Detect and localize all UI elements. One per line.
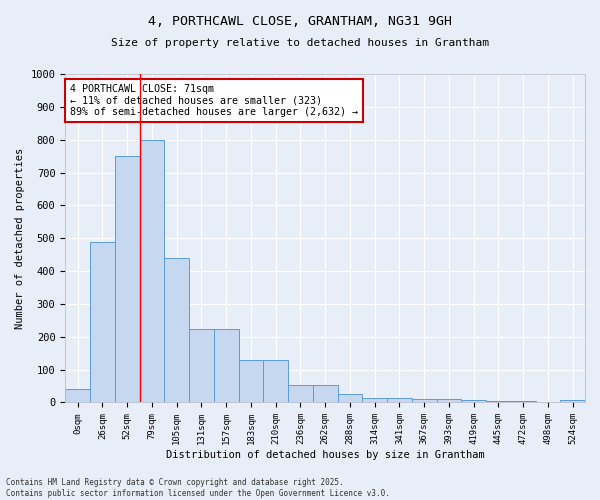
X-axis label: Distribution of detached houses by size in Grantham: Distribution of detached houses by size … (166, 450, 485, 460)
Bar (115, 156, 140, 402)
Bar (486, 401, 511, 402)
Bar (560, 400, 585, 402)
Bar (437, 399, 461, 402)
Bar (65, 390, 90, 402)
Text: Contains HM Land Registry data © Crown copyright and database right 2025.
Contai: Contains HM Land Registry data © Crown c… (6, 478, 390, 498)
Bar (263, 360, 288, 403)
Bar (140, 140, 164, 402)
Bar (189, 328, 214, 402)
Text: 4, PORTHCAWL CLOSE, GRANTHAM, NG31 9GH: 4, PORTHCAWL CLOSE, GRANTHAM, NG31 9GH (148, 15, 452, 28)
Bar (164, 258, 189, 402)
Bar (412, 399, 437, 402)
Bar (239, 360, 263, 403)
Bar (288, 386, 313, 402)
Bar (90, 242, 115, 402)
Bar (338, 394, 362, 402)
Y-axis label: Number of detached properties: Number of detached properties (15, 148, 25, 329)
Bar (362, 398, 387, 402)
Text: Size of property relative to detached houses in Grantham: Size of property relative to detached ho… (111, 38, 489, 48)
Bar (214, 328, 239, 402)
Bar (387, 398, 412, 402)
Text: 4 PORTHCAWL CLOSE: 71sqm
← 11% of detached houses are smaller (323)
89% of semi-: 4 PORTHCAWL CLOSE: 71sqm ← 11% of detach… (70, 84, 358, 117)
Bar (461, 400, 486, 402)
Bar (313, 386, 338, 402)
Bar (511, 401, 536, 402)
